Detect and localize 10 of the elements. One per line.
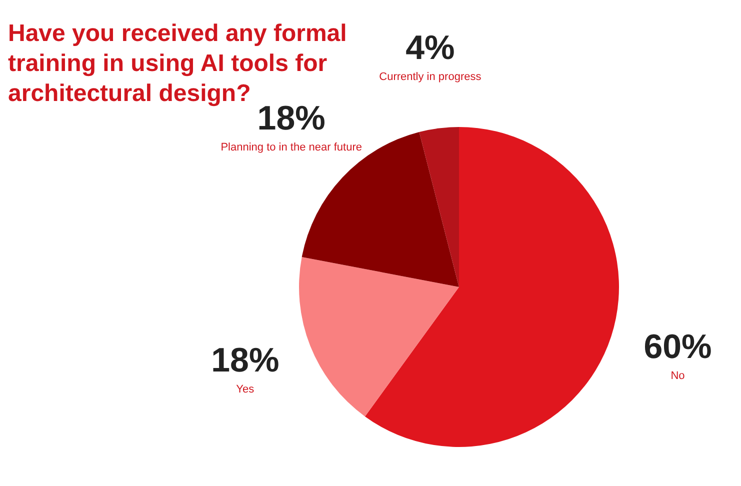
slice-label: Currently in progress [379,70,482,83]
data-label: 60% [644,328,712,366]
pie-slice [419,127,459,287]
slice-label: Planning to in the near future [220,142,362,154]
pie-slice [299,257,459,416]
data-label: 18% [211,342,280,380]
slice-label: No [670,370,685,382]
pie-slice [364,127,619,447]
data-label: 4% [406,28,455,67]
slice-label: Yes [236,384,255,396]
